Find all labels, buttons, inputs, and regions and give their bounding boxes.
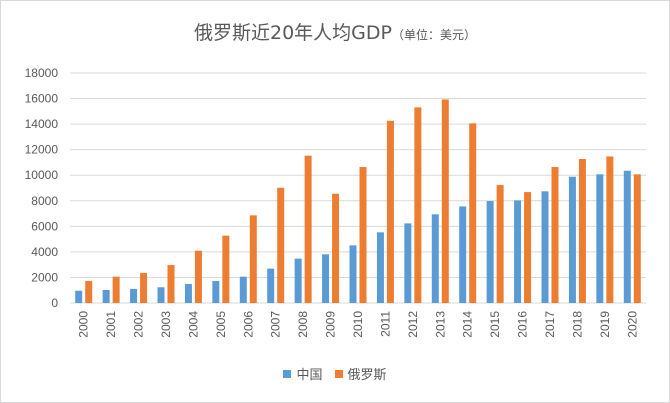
x-tick-label: 2010 [351,311,365,338]
x-tick-label: 2002 [132,311,146,338]
x-tick-label: 2015 [488,311,502,338]
x-tick-label: 2007 [269,311,283,338]
x-tick-label: 2004 [186,311,200,338]
bar-china-2006 [239,276,247,303]
x-tick-label: 2014 [461,311,475,338]
x-tick-label: 2020 [625,311,639,338]
bar-russia-2005 [222,235,230,303]
bar-russia-2010 [359,167,367,303]
bar-russia-2001 [112,276,120,303]
bar-china-2016 [514,200,522,303]
bar-russia-2006 [249,215,257,303]
bar-china-2011 [376,232,384,303]
bar-russia-2012 [414,107,422,303]
bar-russia-2017 [551,167,559,303]
bar-china-2017 [541,191,549,303]
bar-russia-2009 [332,193,340,303]
title-unit: （单位：美元） [391,28,476,42]
y-tick-label: 14000 [25,117,59,131]
y-tick-label: 8000 [31,194,58,208]
bar-china-2019 [596,174,604,303]
x-tick-label: 2019 [598,311,612,338]
bar-china-2010 [349,245,357,303]
bar-china-2009 [322,254,330,303]
x-tick-label: 2012 [406,311,420,338]
bar-china-2014 [459,206,467,303]
y-tick-label: 4000 [31,245,58,259]
bar-china-2003 [157,287,165,303]
bar-russia-2019 [606,156,614,303]
bar-russia-2000 [85,281,93,303]
bar-russia-2015 [496,185,504,303]
y-tick-label: 6000 [31,219,58,233]
chart-title: 俄罗斯近20年人均GDP（单位：美元） [0,18,670,45]
bar-russia-2020 [633,174,641,303]
bar-russia-2011 [386,120,394,304]
y-tick-label: 10000 [25,168,59,182]
legend-swatch [283,369,292,378]
bar-china-2007 [267,268,275,303]
x-tick-label: 2016 [516,311,530,338]
x-tick-label: 2018 [570,311,584,338]
legend-label: 俄罗斯 [347,368,387,383]
bar-russia-2003 [167,265,175,303]
bar-china-2004 [184,283,192,303]
bar-china-2008 [294,258,302,303]
bar-china-2013 [431,214,439,303]
bar-russia-2004 [194,250,202,303]
x-tick-label: 2000 [77,311,91,338]
y-tick-label: 0 [51,296,58,310]
x-tick-label: 2008 [296,311,310,338]
y-tick-label: 12000 [25,143,59,157]
y-tick-label: 18000 [25,66,59,80]
x-tick-label: 2017 [543,311,557,338]
legend-label: 中国 [296,368,323,383]
x-tick-label: 2006 [241,311,255,338]
bar-china-2020 [623,170,631,303]
bar-china-2002 [130,288,138,303]
y-tick-label: 2000 [31,270,58,284]
x-tick-label: 2011 [378,311,392,337]
legend-swatch [334,369,343,378]
bar-china-2001 [102,289,110,303]
x-tick-label: 2003 [159,311,173,338]
x-tick-label: 2009 [324,311,338,338]
legend-item: 俄罗斯 [334,364,387,383]
bar-china-2000 [75,290,83,303]
bar-china-2005 [212,281,220,303]
bar-china-2015 [486,201,494,303]
title-text: 俄罗斯近20年人均GDP [193,22,392,44]
bar-china-2012 [404,223,412,303]
bar-china-2018 [568,176,576,303]
y-tick-label: 16000 [25,92,59,106]
bar-russia-2008 [304,155,312,303]
legend: 中国 俄罗斯 [0,364,670,383]
bar-russia-2007 [277,187,285,303]
legend-item: 中国 [283,364,323,383]
bar-russia-2013 [441,99,449,303]
bar-russia-2014 [469,123,477,303]
x-tick-label: 2013 [433,311,447,338]
bar-russia-2018 [578,158,586,303]
x-tick-label: 2005 [214,311,228,338]
bar-russia-2002 [140,272,148,303]
bar-russia-2016 [524,192,532,303]
x-tick-label: 2001 [104,311,118,338]
